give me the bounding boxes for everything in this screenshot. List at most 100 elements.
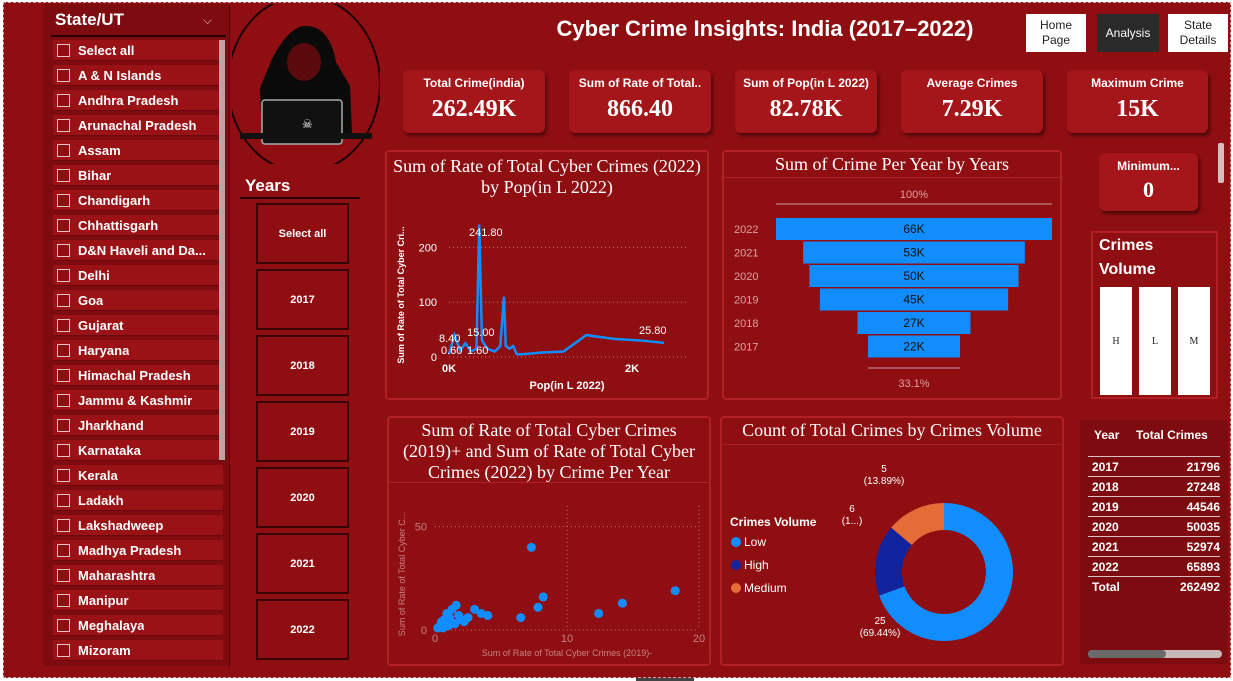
column-header-total[interactable]: Total Crimes bbox=[1136, 428, 1208, 442]
checkbox[interactable] bbox=[57, 368, 70, 382]
state-slicer-item[interactable]: Himachal Pradesh bbox=[53, 365, 223, 386]
state-slicer-item[interactable]: Bihar bbox=[53, 165, 223, 186]
checkbox[interactable] bbox=[57, 593, 70, 607]
analysis-button[interactable]: Analysis bbox=[1097, 14, 1159, 52]
state-slicer-item[interactable]: Jharkhand bbox=[53, 415, 223, 436]
legend-label[interactable]: Medium bbox=[744, 581, 787, 595]
year-slicer-button[interactable]: 2018 bbox=[256, 335, 349, 396]
year-slicer-button[interactable]: 2019 bbox=[256, 401, 349, 462]
checkbox[interactable] bbox=[57, 143, 70, 157]
scatter-point[interactable] bbox=[670, 586, 680, 596]
checkbox[interactable] bbox=[57, 168, 70, 182]
state-details-button[interactable]: State Details bbox=[1168, 14, 1228, 52]
line-series[interactable] bbox=[447, 224, 665, 356]
checkbox[interactable] bbox=[57, 343, 70, 357]
state-slicer-item[interactable]: Chhattisgarh bbox=[53, 215, 223, 236]
volume-high-button[interactable]: H bbox=[1100, 287, 1132, 395]
legend-swatch[interactable] bbox=[731, 560, 741, 570]
column-header-year[interactable]: Year bbox=[1094, 428, 1120, 442]
donut-slice[interactable] bbox=[875, 527, 912, 596]
checkbox[interactable] bbox=[57, 443, 70, 457]
state-slicer-item[interactable]: Mizoram bbox=[53, 640, 223, 661]
state-slicer-item[interactable]: A & N Islands bbox=[53, 65, 223, 86]
legend-label[interactable]: Low bbox=[744, 535, 766, 549]
state-slicer-item[interactable]: Madhya Pradesh bbox=[53, 540, 223, 561]
funnel-bar[interactable] bbox=[868, 335, 960, 358]
checkbox[interactable] bbox=[57, 43, 70, 57]
state-slicer-item[interactable]: Gujarat bbox=[53, 315, 223, 336]
year-slicer-button[interactable]: 2017 bbox=[256, 269, 349, 330]
checkbox[interactable] bbox=[57, 318, 70, 332]
state-slicer-item[interactable]: Andhra Pradesh bbox=[53, 90, 223, 111]
scatter-point[interactable] bbox=[526, 542, 536, 552]
state-slicer-item[interactable]: Delhi bbox=[53, 265, 223, 286]
scatter-point[interactable] bbox=[470, 604, 480, 614]
year-slicer-button[interactable]: 2022 bbox=[256, 599, 349, 660]
checkbox[interactable] bbox=[57, 518, 70, 532]
state-slicer-item[interactable]: Chandigarh bbox=[53, 190, 223, 211]
home-page-button[interactable]: Home Page bbox=[1026, 14, 1086, 52]
checkbox[interactable] bbox=[57, 68, 70, 82]
checkbox[interactable] bbox=[57, 418, 70, 432]
checkbox[interactable] bbox=[57, 243, 70, 257]
donut-slice[interactable] bbox=[879, 503, 1013, 641]
state-slicer-item[interactable]: Manipur bbox=[53, 590, 223, 611]
scatter-chart[interactable]: 0 50 0 10 20 Sum of Rate of Total Cyber Crime… bbox=[389, 484, 709, 664]
state-slicer-item[interactable]: Arunachal Pradesh bbox=[53, 115, 223, 136]
year-slicer-button[interactable]: 2021 bbox=[256, 533, 349, 594]
volume-medium-button[interactable]: M bbox=[1178, 287, 1210, 395]
state-slicer-item[interactable]: Goa bbox=[53, 290, 223, 311]
state-slicer-item[interactable]: Haryana bbox=[53, 340, 223, 361]
funnel-chart[interactable]: 100% 66K 2022 53K 2021 50K 2020 45K 2019 27K 2018 2… bbox=[724, 180, 1060, 398]
state-slicer-item[interactable]: Lakshadweep bbox=[53, 515, 223, 536]
state-slicer-item[interactable]: Jammu & Kashmir bbox=[53, 390, 223, 411]
funnel-bar[interactable] bbox=[803, 241, 1025, 264]
checkbox[interactable] bbox=[57, 218, 70, 232]
scatter-point[interactable] bbox=[533, 602, 543, 612]
funnel-bar[interactable] bbox=[776, 218, 1052, 240]
checkbox[interactable] bbox=[57, 543, 70, 557]
scatter-point[interactable] bbox=[463, 613, 473, 623]
state-slicer-scrollbar[interactable] bbox=[219, 40, 225, 460]
state-slicer-item[interactable]: Assam bbox=[53, 140, 223, 161]
scrollbar-thumb[interactable] bbox=[1088, 650, 1166, 658]
checkbox[interactable] bbox=[57, 118, 70, 132]
legend-swatch[interactable] bbox=[731, 583, 741, 593]
checkbox[interactable] bbox=[57, 193, 70, 207]
state-slicer-item[interactable]: D&N Haveli and Da... bbox=[53, 240, 223, 261]
checkbox[interactable] bbox=[57, 93, 70, 107]
scatter-point[interactable] bbox=[617, 598, 627, 608]
donut-slice[interactable] bbox=[891, 503, 944, 546]
donut-chart[interactable]: Crimes Volume Low High Medium 25(69.44%) 6(1.… bbox=[722, 446, 1062, 664]
state-slicer-item[interactable]: Maharashtra bbox=[53, 565, 223, 586]
state-slicer-item[interactable]: Karnataka bbox=[53, 440, 223, 461]
funnel-bar[interactable] bbox=[857, 312, 971, 334]
checkbox[interactable] bbox=[57, 268, 70, 282]
legend-swatch[interactable] bbox=[731, 537, 741, 547]
scatter-point[interactable] bbox=[483, 611, 493, 621]
state-slicer-item[interactable]: Ladakh bbox=[53, 490, 223, 511]
year-slicer-button[interactable]: 2020 bbox=[256, 467, 349, 528]
checkbox[interactable] bbox=[57, 468, 70, 482]
checkbox[interactable] bbox=[57, 493, 70, 507]
state-slicer-item[interactable]: Kerala bbox=[53, 465, 223, 486]
state-slicer-item[interactable]: Meghalaya bbox=[53, 615, 223, 636]
page-scrollbar[interactable] bbox=[1218, 143, 1224, 183]
funnel-bar[interactable] bbox=[819, 288, 1009, 311]
volume-low-button[interactable]: L bbox=[1139, 287, 1171, 395]
legend-label[interactable]: High bbox=[744, 558, 769, 572]
state-slicer-item[interactable]: Select all bbox=[53, 40, 223, 61]
scatter-point[interactable] bbox=[450, 619, 460, 629]
line-chart[interactable]: 0 100 200 0K 2K Pop(in L 2022) Sum of Rate of … bbox=[387, 200, 707, 398]
scatter-point[interactable] bbox=[451, 600, 461, 610]
checkbox[interactable] bbox=[57, 618, 70, 632]
checkbox[interactable] bbox=[57, 568, 70, 582]
chevron-down-icon[interactable]: ⌵ bbox=[203, 13, 213, 27]
scatter-point[interactable] bbox=[538, 592, 548, 602]
checkbox[interactable] bbox=[57, 393, 70, 407]
scatter-point[interactable] bbox=[516, 613, 526, 623]
table-scrollbar[interactable] bbox=[1088, 650, 1222, 658]
checkbox[interactable] bbox=[57, 643, 70, 657]
year-slicer-button[interactable]: Select all bbox=[256, 203, 349, 264]
scatter-point[interactable] bbox=[594, 608, 604, 618]
